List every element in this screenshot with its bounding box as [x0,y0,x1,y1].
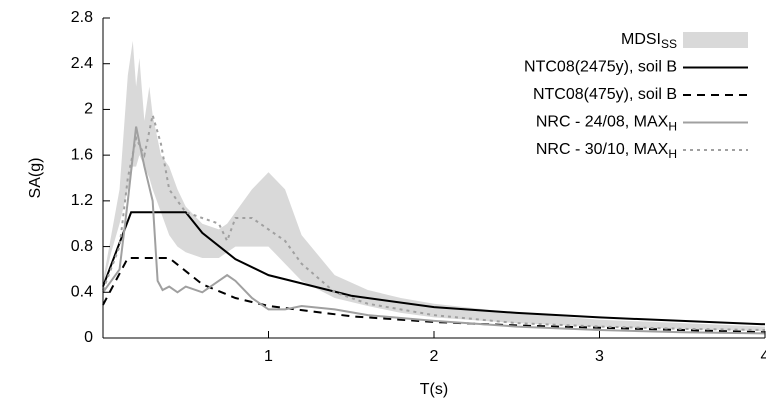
legend-name: NRC - 24/08, MAX [536,114,669,131]
legend-label: NTC08(475y), soil B [533,86,677,103]
x-tick-label: 3 [595,348,604,365]
y-tick-label: 1.6 [71,146,93,163]
legend-label: NRC - 24/08, MAXH [536,114,677,134]
legend-subscript: H [668,147,677,161]
legend-label: NTC08(2475y), soil B [524,59,677,76]
y-tick-label: 1.2 [71,192,93,209]
series-line [102,211,766,326]
legend-label: MDSISS [621,31,677,51]
y-tick-label: 2.4 [71,55,93,72]
band-area [103,40,765,332]
legend-name: NTC08(475y), soil B [533,86,677,103]
series-line [102,114,766,331]
legend-name: MDSI [621,31,661,48]
legend-label: NRC - 30/10, MAXH [536,141,677,161]
y-tick-label: 0 [84,329,93,346]
legend-swatch [683,32,748,48]
y-axis-label: SA(g) [27,158,44,199]
x-tick-label: 1 [264,348,273,365]
legend-subscript: SS [661,37,677,51]
y-tick-label: 0.4 [71,284,93,301]
series-line [102,126,766,335]
y-tick-label: 2 [84,101,93,118]
series-line [102,257,766,334]
y-tick-label: 2.8 [71,9,93,26]
y-tick-label: 0.8 [71,238,93,255]
x-axis-label: T(s) [420,381,448,398]
x-tick-label: 2 [430,348,439,365]
legend-subscript: H [668,120,677,134]
legend-name: NRC - 30/10, MAX [536,141,669,158]
legend-name: NTC08(2475y), soil B [524,59,677,76]
x-tick-label: 4 [761,348,766,365]
